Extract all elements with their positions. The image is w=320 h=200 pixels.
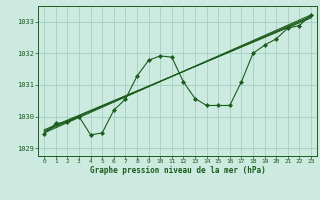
X-axis label: Graphe pression niveau de la mer (hPa): Graphe pression niveau de la mer (hPa) (90, 166, 266, 175)
